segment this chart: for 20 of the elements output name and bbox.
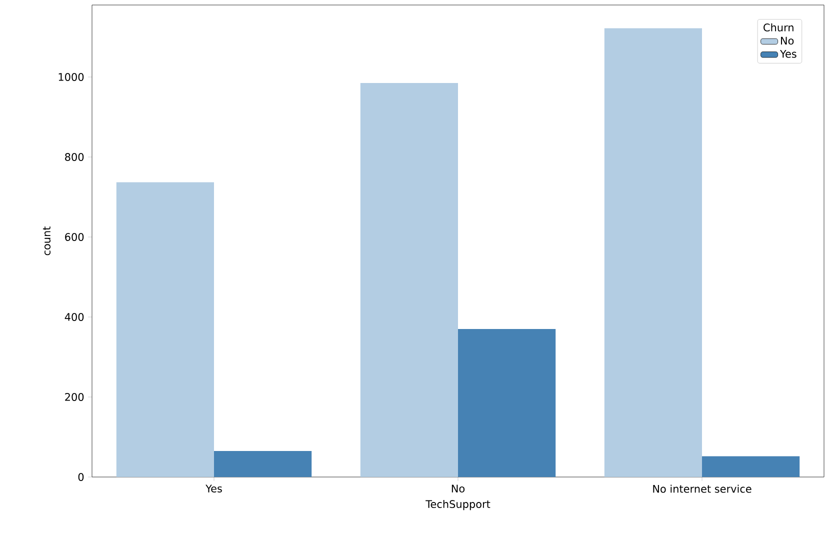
x-axis-title: TechSupport xyxy=(426,500,490,510)
x-tick-label: Yes xyxy=(206,484,222,492)
y-tick-label: 1000 xyxy=(58,73,84,81)
bar xyxy=(360,82,458,477)
legend-label: Yes xyxy=(780,50,796,58)
x-tick-label: No internet service xyxy=(653,484,752,493)
bar xyxy=(604,28,702,477)
bar xyxy=(458,329,556,477)
legend-title: Churn xyxy=(764,23,794,32)
y-tick-label: 0 xyxy=(78,473,84,481)
y-tick-label: 200 xyxy=(65,393,84,401)
y-axis-title: count xyxy=(43,226,51,256)
bar xyxy=(116,182,214,477)
y-tick-label: 800 xyxy=(65,153,84,161)
x-tick-label: No xyxy=(452,484,465,492)
y-tick-label: 400 xyxy=(64,313,84,321)
legend-label: No xyxy=(781,36,794,45)
bar xyxy=(214,451,312,477)
y-tick-label: 600 xyxy=(65,233,84,241)
bar xyxy=(702,456,800,477)
